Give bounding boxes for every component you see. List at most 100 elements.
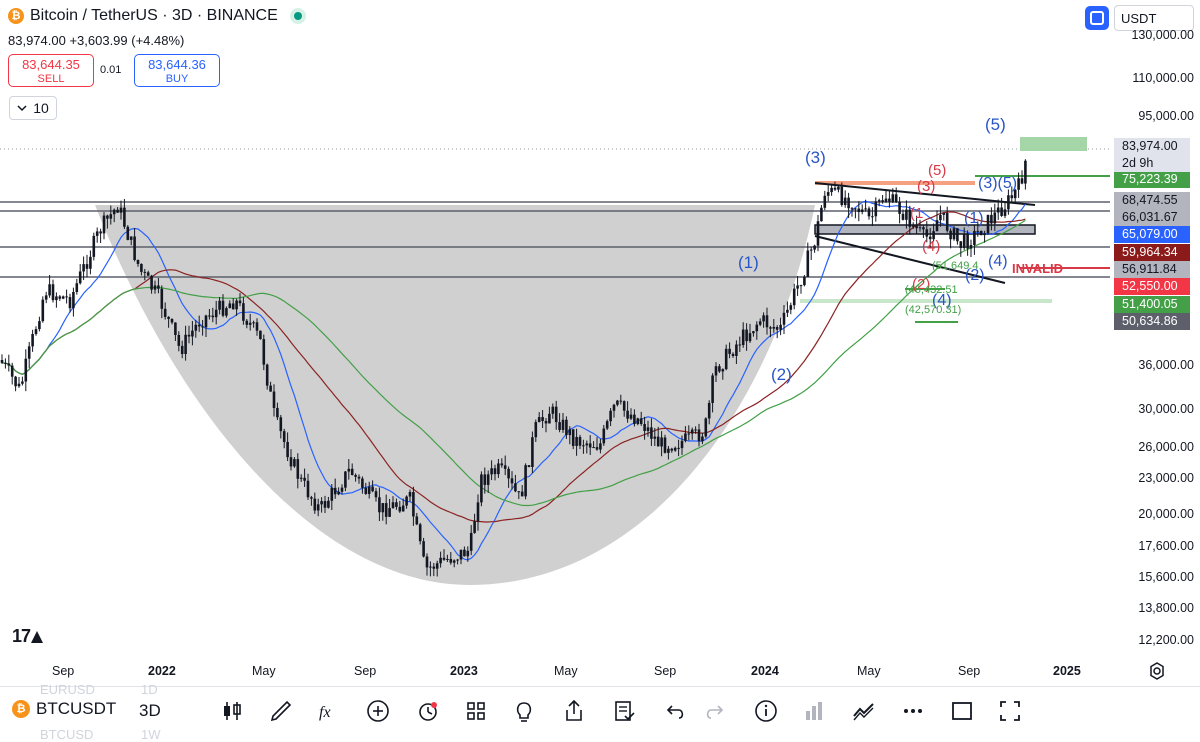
buy-price: 83,644.36 [148,57,206,72]
current-price-tag: 83,974.00 2d 9h [1114,138,1190,172]
price-level-tag: 56,911.84 [1114,261,1190,278]
blue-wave-2-small: (2) [965,267,985,284]
lightbulb-icon[interactable] [511,698,537,724]
fib-level-3: (42,570.31) [905,304,962,316]
ghost-symbol-top: EURUSD [40,682,95,697]
checklist-icon[interactable] [611,698,637,724]
price-chart[interactable] [0,0,1110,660]
price-level-tag: 68,474.55 [1114,192,1190,209]
info-icon[interactable] [753,698,779,724]
price-level-tag: 59,964.34 [1114,244,1190,261]
red-wave-5: (5) [928,162,947,179]
price-axis-tick: 13,800.00 [1138,601,1194,615]
brush-icon[interactable] [268,698,294,724]
plus-circle-icon[interactable] [365,698,391,724]
blue-wave-1-small: (1) [964,210,984,227]
horizontal-levels [0,137,1110,323]
red-wave-4: (4) [922,238,941,255]
price-axis-tick: 26,000.00 [1138,440,1194,454]
bar-chart-icon[interactable] [801,698,827,724]
red-wave-2: (2) [912,276,931,293]
tradingview-logo[interactable]: 17 [12,626,44,647]
time-axis-label: 2022 [148,664,176,678]
price-axis-tick: 23,000.00 [1138,471,1194,485]
candles-icon[interactable] [219,698,245,724]
price-axis-tick: 110,000.00 [1132,71,1194,85]
bitcoin-icon: ₿ [8,8,24,24]
fullscreen-icon[interactable] [997,698,1023,724]
bitcoin-icon: ₿ [12,700,30,718]
price-level-tag: 50,634.86 [1114,313,1190,330]
lots-dropdown[interactable]: 10 [9,96,57,120]
time-axis-label: Sep [52,664,75,678]
price-axis-tick: 130,000.00 [1131,28,1194,42]
chevron-down-icon [17,104,27,111]
wave-label-1: (1) [738,253,759,272]
time-axis-label: May [252,664,276,678]
time-axis-label: Sep [958,664,981,678]
invalid-label: INVALID [1012,261,1064,276]
more-icon[interactable] [900,698,926,724]
price-level-tag: 66,031.67 [1114,209,1190,226]
price-axis-tick: 95,000.00 [1138,109,1194,123]
wave-label-3: (3) [805,148,826,167]
interval-picker[interactable]: 3D [139,701,161,720]
current-price: 83,974.00 [1122,139,1178,153]
wave-label-2: (2) [771,365,792,384]
price-level-tag: 65,079.00 [1114,226,1190,243]
price-axis-tick: 17,600.00 [1138,539,1194,553]
time-axis-label: 2023 [450,664,478,678]
symbol-header[interactable]: ₿ Bitcoin / TetherUS · 3D · BINANCE [8,7,306,25]
sell-price: 83,644.35 [22,57,80,72]
redo-icon[interactable] [701,698,727,724]
price-level-tag: 51,400.05 [1114,296,1190,313]
time-axis-label: Sep [654,664,677,678]
blue-wave-4-lower: (4) [932,292,952,309]
currency-select[interactable]: USDT [1114,5,1194,31]
price-axis-tick: 12,200.00 [1138,633,1194,647]
share-icon[interactable] [561,698,587,724]
fib-level-2: (46,432.51 [905,284,958,296]
wave-label-5: (5) [985,115,1006,134]
symbol-picker[interactable]: ₿ BTCUSDT [12,699,116,719]
buy-button[interactable]: 83,644.36 BUY [134,54,220,87]
bottom-toolbar [0,686,1200,739]
sell-label: SELL [37,73,65,85]
ghost-interval-bottom: 1W [141,727,161,742]
alarm-icon[interactable] [415,698,441,724]
time-axis-label: Sep [354,664,377,678]
price-level-tag: 75,223.39 [1114,171,1190,188]
svg-text:fx: fx [319,704,331,721]
currency-toggle-button[interactable] [1085,6,1109,30]
bar-countdown: 2d 9h [1122,156,1154,170]
lots-value: 10 [33,100,49,116]
spread-value: 0.01 [100,64,122,76]
tv-logo-text: 17 [12,626,31,646]
ghost-interval-top: 1D [141,682,158,697]
fx-icon[interactable]: fx [315,698,341,724]
square-icon[interactable] [949,698,975,724]
sell-button[interactable]: 83,644.35 SELL [8,54,94,87]
price-axis-tick: 30,000.00 [1138,402,1194,416]
time-axis-label: May [857,664,881,678]
undo-icon[interactable] [663,698,689,724]
red-wave-1: (1 [910,205,924,222]
red-wave-3: (3) [917,178,936,195]
candlesticks [0,159,1027,577]
fib-level-1: (51,649.4 [932,260,979,272]
price-level-tag: 52,550.00 [1114,278,1190,295]
trend-icon[interactable] [851,698,877,724]
cup-shape [95,205,815,585]
market-open-icon [289,8,306,24]
grid-icon[interactable] [463,698,489,724]
settings-gear-icon[interactable] [1148,662,1166,680]
buy-label: BUY [165,73,189,85]
tv-logo-icon [31,631,44,644]
time-axis-label: May [554,664,578,678]
blue-wave-4-small: (4) [988,253,1008,270]
currency-icon [1090,11,1104,25]
time-axis-label: 2024 [751,664,779,678]
price-axis-tick: 15,600.00 [1138,570,1194,584]
symbol-title: Bitcoin / TetherUS · 3D · BINANCE [30,7,278,24]
time-axis-label: 2025 [1053,664,1081,678]
